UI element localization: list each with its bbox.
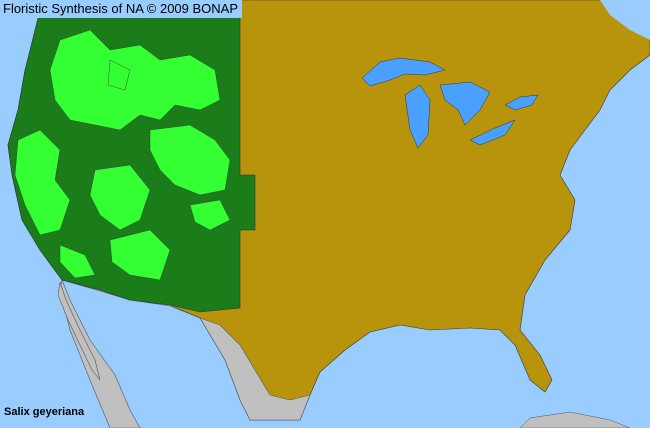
species-label: Salix geyeriana	[4, 406, 85, 418]
map-title: Floristic Synthesis of NA © 2009 BONAP	[0, 0, 243, 18]
cuba	[519, 411, 631, 428]
mexico	[59, 279, 311, 428]
baja-california	[57, 281, 101, 381]
great-lakes	[361, 57, 539, 149]
present-counties	[14, 29, 231, 281]
atlantic-inlet	[600, 0, 650, 40]
